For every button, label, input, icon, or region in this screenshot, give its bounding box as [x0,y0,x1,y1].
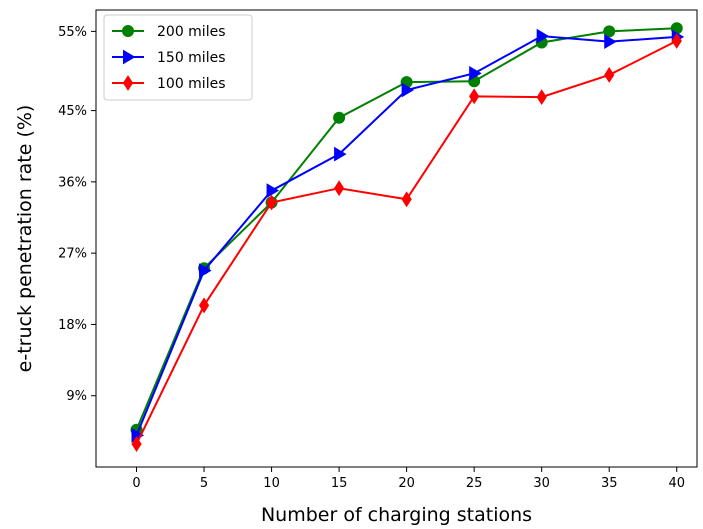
legend-item: 100 miles [112,75,226,92]
x-tick-label: 20 [398,476,415,491]
y-tick-label: 36% [58,175,87,190]
plot-area [130,22,685,452]
data-point [469,65,482,81]
legend-label: 200 miles [157,24,226,40]
x-tick-label: 15 [331,476,348,491]
legend-box [103,14,253,101]
legend-marker [122,25,134,37]
y-axis-title: e-truck penetration rate (%) [14,105,36,373]
x-tick-label: 35 [601,476,618,491]
data-point [333,111,346,124]
y-tick-label: 55% [58,25,87,40]
data-point [671,32,682,49]
y-tick-label: 45% [58,104,87,119]
data-point [266,194,277,211]
x-tick-label: 5 [200,476,208,491]
x-tick-label: 30 [533,476,550,491]
y-tick-label: 18% [58,318,87,333]
plot-frame [95,9,698,468]
data-point [536,89,547,106]
x-tick-label: 25 [466,476,483,491]
data-point [401,82,415,98]
x-tick-label: 0 [132,476,140,491]
x-axis: 0 5 10 15 20 25 30 35 40 [132,467,685,491]
legend-item: 150 miles [112,49,226,66]
data-point [469,88,480,105]
data-point [536,28,550,44]
x-axis-title: Number of charging stations [261,504,532,526]
y-tick-label: 27% [58,247,87,262]
legend-label: 100 miles [157,76,226,92]
data-point [266,183,280,198]
legend-item: 200 miles [112,24,226,40]
y-axis: 9% 18% 27% 36% 45% 55% [58,25,96,404]
data-point [604,34,617,50]
x-tick-label: 10 [263,476,280,491]
legend-label: 150 miles [157,50,226,66]
legend: 200 miles 150 miles 100 miles [103,14,253,101]
data-point [401,191,412,208]
x-tick-label: 40 [668,476,685,491]
legend-marker [122,75,134,91]
data-point [603,25,616,38]
legend-marker [123,49,136,65]
data-point [334,146,347,162]
data-point [198,297,210,314]
y-tick-label: 9% [66,389,87,404]
series-2 [131,32,682,452]
data-point [131,436,142,452]
data-point [604,67,615,83]
data-point [334,180,345,197]
data-point [199,263,212,278]
series-line [135,39,678,445]
